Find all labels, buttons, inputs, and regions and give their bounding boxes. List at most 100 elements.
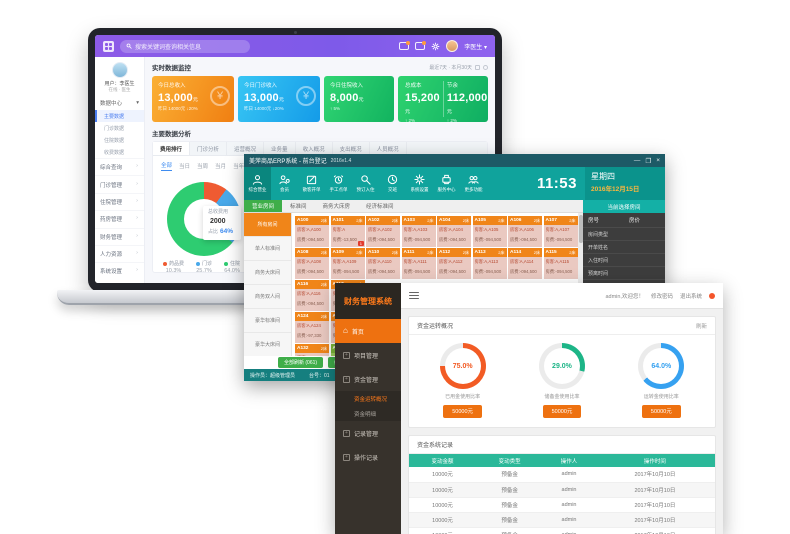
toolbar-member-button[interactable]: 会员 (271, 167, 298, 200)
tab-business-king-rooms[interactable]: 商务大床房 (322, 204, 351, 210)
toolbar-service-button[interactable]: 服务中心 (433, 167, 460, 200)
toolbar-walkin-button[interactable]: 散客开单 (298, 167, 325, 200)
menu-projects[interactable]: + 项目管理 (335, 343, 401, 367)
filter-all[interactable]: 全部 (161, 162, 173, 171)
room-cell[interactable]: A106 2床 房客:A,A106 房费:-094,500 (508, 216, 542, 247)
minimize-button[interactable]: — (633, 156, 641, 164)
submenu-fund-detail[interactable]: 资金明细 (335, 406, 401, 421)
filter-deluxe-standard[interactable]: 豪华标准间 (244, 309, 291, 333)
clock-display: 11:53 (536, 175, 577, 192)
gear-icon[interactable] (431, 42, 440, 51)
tab-outpatient[interactable]: 门诊分析 (190, 142, 228, 155)
filter-week[interactable]: 当周 (197, 163, 209, 170)
toolbar-shift-button[interactable]: 交班 (379, 167, 406, 200)
sidebar-item-settings[interactable]: 系统设置 › (95, 262, 144, 279)
tab-staff[interactable]: 人员概况 (370, 142, 407, 155)
date-range-filter[interactable]: 最近7天 · 本月30天 (429, 64, 488, 71)
menu-oplog[interactable]: + 操作记录 (335, 445, 401, 469)
menu-records[interactable]: + 记录管理 (335, 421, 401, 445)
tab-standard-rooms[interactable]: 标准间 (290, 204, 307, 210)
filter-single-standard[interactable]: 单人标准间 (244, 237, 291, 261)
toolbar-booking-button[interactable]: 预订入住 (352, 167, 379, 200)
gauge-amount-button[interactable]: 50000元 (641, 404, 681, 418)
close-button[interactable]: × (656, 156, 660, 164)
toolbar-manual-order-button[interactable]: 手工点单 (325, 167, 352, 200)
filter-deluxe-king[interactable]: 豪华大床间 (244, 333, 291, 357)
search-input[interactable]: 搜索关键词查询相关信息 (120, 39, 250, 53)
refresh-icon[interactable] (483, 64, 488, 70)
room-cell[interactable]: A109 2床 房客:A,A109 房费:-094,500 (330, 248, 365, 279)
room-cell[interactable]: A101 2床 房客:A 房费:-13,500 1 (330, 216, 365, 247)
gauge-amount-button[interactable]: 50000元 (542, 404, 582, 418)
room-cell[interactable]: A113 2床 房客:A,A113 房费:-094,500 (472, 248, 507, 279)
room-cell[interactable]: A112 2床 房客:A,A112 房费:-094,500 (437, 248, 471, 279)
scrollbar-thumb[interactable] (578, 215, 583, 243)
maximize-button[interactable]: ❐ (645, 157, 652, 165)
room-cell[interactable]: A124 2床 房客:A,A124 房费:-97,330 (295, 312, 329, 343)
sidebar-item-fee-data[interactable]: 收费数据 (104, 149, 125, 156)
yuan-icon: ¥ (210, 86, 230, 106)
room-cell[interactable]: A1322床房客:A,A132房费:-094,500 (295, 344, 329, 356)
sidebar-item-finance[interactable]: 财务管理 › (95, 227, 144, 245)
room-cell[interactable]: A111 2床 房客:A,A111 房费:-094,500 (401, 248, 436, 279)
power-icon[interactable] (709, 292, 715, 299)
change-password-link[interactable]: 修改密码 (650, 293, 673, 300)
menu-home[interactable]: ⌂ 首页 (335, 319, 401, 343)
sidebar-item-main-data[interactable]: 主要数据 (95, 110, 144, 122)
alarm-icon (333, 175, 344, 184)
filter-year[interactable]: 当年 (233, 163, 245, 170)
stat-card-total-income: 今日总收入 13,000元 昨日 14000元 ↓20% ¥ (152, 76, 234, 122)
sidebar-item-outpatient-data[interactable]: 门诊数据 (104, 125, 125, 132)
hamburger-icon[interactable] (409, 291, 419, 300)
room-cell[interactable]: A102 2床 房客:A,A102 房费:-094,500 (366, 216, 400, 247)
sidebar-group-data-center[interactable]: 数据中心 ▾ (100, 100, 139, 107)
filter-business-king[interactable]: 商务大床间 (244, 261, 291, 285)
filter-all-rooms[interactable]: 所有房间 (244, 213, 291, 237)
tab-business-rooms[interactable]: 营业房间 (244, 200, 283, 212)
room-cell[interactable]: A115 2床 房客:A,A115 房费:-094,500 (543, 248, 578, 279)
tab-income[interactable]: 收入概况 (296, 142, 333, 155)
room-cell[interactable]: A103 2床 房客:A,A103 房费:-094,500 (401, 216, 436, 247)
sidebar-item-inpatient[interactable]: 住院管理 › (95, 192, 144, 210)
filter-month[interactable]: 当月 (215, 163, 227, 170)
col-time: 操作时间 (594, 454, 715, 467)
logout-link[interactable]: 退出系统 (679, 293, 702, 300)
toolbar-business-button[interactable]: 综合营业 (244, 167, 271, 200)
sidebar-item-outpatient[interactable]: 门诊管理 › (95, 175, 144, 192)
message-icon[interactable] (399, 41, 411, 50)
avatar[interactable] (446, 40, 459, 52)
tab-expense[interactable]: 支出概况 (333, 142, 370, 155)
room-cell[interactable]: A100 2床 房客:A,A100 房费:-094,500 (295, 216, 329, 247)
sidebar-item-query[interactable]: 综合查询 › (95, 158, 144, 175)
tab-operation[interactable]: 运营概况 (227, 142, 265, 155)
toolbar-settings-button[interactable]: 系统设置 (406, 167, 433, 200)
refresh-all-button[interactable]: 全部刷新 (061) (278, 357, 324, 368)
toolbar-more-button[interactable]: 更多功能 (460, 167, 487, 200)
chevron-right-icon: › (136, 180, 138, 187)
section-title-monitor: 实时数据监控 (152, 65, 191, 72)
room-cell[interactable]: A110 2床 房客:A,A110 房费:-094,500 (366, 248, 400, 279)
sidebar-item-pharmacy[interactable]: 药房管理 › (95, 210, 144, 227)
submenu-fund-overview[interactable]: 资金运转概况 (335, 391, 401, 406)
tab-fee-rank[interactable]: 费用排行 (153, 142, 191, 155)
room-cell[interactable]: A114 2床 房客:A,A114 房费:-094,500 (508, 248, 542, 279)
user-menu[interactable]: 李医生 ▾ (464, 44, 487, 51)
gauge-amount-button[interactable]: 50000元 (443, 404, 483, 418)
room-cell[interactable]: A105 2床 房客:A,A105 房费:-094,500 (472, 216, 507, 247)
filter-day[interactable]: 当日 (179, 163, 191, 170)
room-cell[interactable]: A108 2床 房客:A,A108 房费:-094,500 (295, 248, 329, 279)
menu-funds[interactable]: + 资金管理 (335, 367, 401, 391)
calendar-icon[interactable] (475, 64, 480, 70)
sidebar-item-inpatient-data[interactable]: 住院数据 (104, 137, 125, 144)
tab-volume[interactable]: 业务量 (264, 142, 296, 155)
room-cell[interactable]: A107 2床 房客:A,A107 房费:-094,500 (543, 216, 578, 247)
refresh-link[interactable]: 刷新 (695, 323, 707, 330)
notice-icon[interactable] (415, 41, 427, 50)
tab-economy-rooms[interactable]: 经济标准间 (366, 204, 394, 210)
room-cell[interactable]: A104 2床 房客:A,A104 房费:-094,500 (437, 216, 471, 247)
weekday-label: 星期四 (591, 172, 615, 181)
sidebar-item-hr[interactable]: 人力资源 › (95, 244, 144, 262)
filter-business-double[interactable]: 商务双人间 (244, 285, 291, 309)
room-cell[interactable]: A116 2床 房客:A,A116 房费:-094,500 (295, 280, 329, 311)
